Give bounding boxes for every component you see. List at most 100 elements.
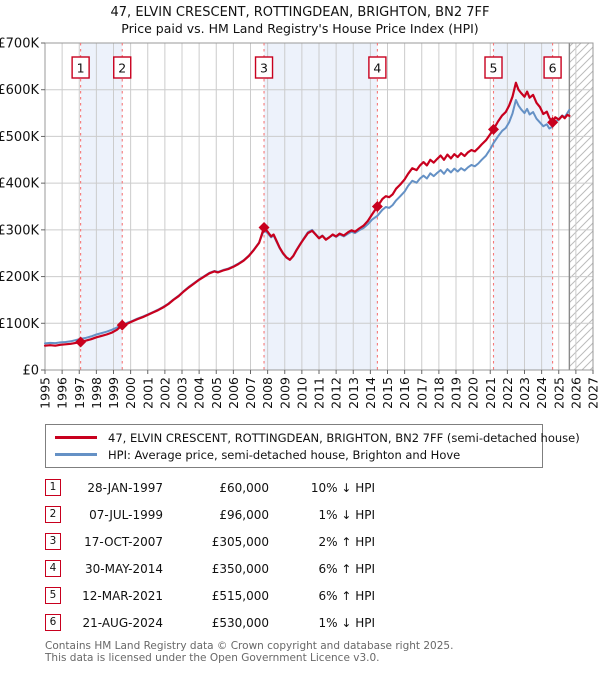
sale-vs-hpi: 1% ↓ HPI <box>318 615 375 630</box>
sales-table: 1 28-JAN-1997 £60,000 10% ↓ HPI 2 07-JUL-1999… <box>45 474 375 636</box>
x-axis-label: 2022 <box>500 377 515 409</box>
table-row: 4 30-MAY-2014 £350,000 6% ↑ HPI <box>45 555 375 582</box>
sale-vs-hpi: 6% ↑ HPI <box>318 588 375 603</box>
plot-area: £0 £100K £200K £300K £400K £500K £600K £700K 199… <box>0 37 600 409</box>
sale-price: £305,000 <box>211 534 269 549</box>
table-row: 5 12-MAR-2021 £515,000 6% ↑ HPI <box>45 582 375 609</box>
y-axis-label: £200K <box>0 270 39 285</box>
sale-vs-hpi: 6% ↑ HPI <box>318 561 375 576</box>
x-axis-label: 2005 <box>209 377 224 409</box>
shaded-band <box>493 43 553 370</box>
table-row: 1 28-JAN-1997 £60,000 10% ↓ HPI <box>45 474 375 501</box>
sale-number-box <box>71 56 90 79</box>
sale-number-cell: 4 <box>45 560 63 577</box>
sale-date: 17-OCT-2007 <box>84 534 163 549</box>
sale-vs-hpi: 10% ↓ HPI <box>310 480 375 495</box>
sale-diamond-marker <box>116 319 128 331</box>
sale-date: 21-AUG-2024 <box>82 615 164 630</box>
x-axis-label: 2015 <box>380 377 395 409</box>
sale-number-box <box>113 56 132 79</box>
sale-number-box <box>368 56 387 79</box>
x-axis-label: 2027 <box>586 377 600 409</box>
x-axis-label: 2021 <box>483 377 498 409</box>
sale-number-label: 1 <box>77 61 85 76</box>
sale-number-cell: 6 <box>45 614 63 631</box>
footer-line1: Contains HM Land Registry data © Crown c… <box>45 640 454 652</box>
x-axis-label: 1998 <box>89 377 104 409</box>
sale-number-label: 2 <box>118 61 126 76</box>
y-axis-label: £400K <box>0 177 39 192</box>
x-axis-label: 2003 <box>175 377 190 409</box>
shaded-band <box>80 43 123 370</box>
sale-number-label: 5 <box>490 61 498 76</box>
y-axis-label: £100K <box>0 317 39 332</box>
x-axis-label: 1996 <box>55 377 70 409</box>
sale-number-box <box>484 56 503 79</box>
x-axis-label: 1997 <box>72 377 87 409</box>
sale-price: £60,000 <box>219 480 269 495</box>
chart-legend: 47, ELVIN CRESCENT, ROTTINGDEAN, BRIGHTO… <box>45 424 580 468</box>
table-row: 6 21-AUG-2024 £530,000 1% ↓ HPI <box>45 609 375 636</box>
x-axis-label: 1999 <box>106 377 121 409</box>
x-axis-label: 2012 <box>329 377 344 409</box>
sale-number-cell: 3 <box>45 533 63 550</box>
table-row: 3 17-OCT-2007 £305,000 2% ↑ HPI <box>45 528 375 555</box>
x-axis-label: 2018 <box>431 377 446 409</box>
sale-diamond-marker <box>258 222 270 234</box>
x-axis-label: 2020 <box>466 377 481 409</box>
price-chart: £0 £100K £200K £300K £400K £500K £600K £700K 199… <box>0 37 600 409</box>
sale-vs-hpi: 2% ↑ HPI <box>318 534 375 549</box>
y-axis-label: £700K <box>0 37 39 52</box>
sale-price: £530,000 <box>211 615 269 630</box>
sale-number-box: 5 <box>45 587 61 604</box>
sale-number-box: 1 <box>45 479 61 496</box>
sale-number-box <box>543 56 562 79</box>
footer-line2: This data is licensed under the Open Gov… <box>45 651 380 664</box>
sale-diamond-marker <box>488 123 500 135</box>
x-axis-label: 2009 <box>277 377 292 409</box>
sale-number-label: 6 <box>549 61 557 76</box>
x-axis-label: 2011 <box>312 377 327 409</box>
page-title: 47, ELVIN CRESCENT, ROTTINGDEAN, BRIGHTO… <box>110 5 490 20</box>
sale-diamond-marker <box>547 116 559 128</box>
sale-number-cell: 2 <box>45 506 63 523</box>
x-axis-label: 1995 <box>38 377 53 409</box>
legend-item-hpi: HPI: Average price, semi-detached house,… <box>55 446 533 463</box>
x-axis-label: 2017 <box>414 377 429 409</box>
x-axis-label: 2019 <box>449 377 464 409</box>
x-axis-label: 2001 <box>140 377 155 409</box>
sale-date: 07-JUL-1999 <box>89 507 163 522</box>
x-axis-label: 2004 <box>192 377 207 409</box>
x-axis-label: 2007 <box>243 377 258 409</box>
sale-number-label: 3 <box>260 61 268 76</box>
x-axis-label: 2016 <box>397 377 412 409</box>
shaded-band <box>264 43 378 370</box>
sale-price: £96,000 <box>219 507 269 522</box>
table-row: 2 07-JUL-1999 £96,000 1% ↓ HPI <box>45 501 375 528</box>
x-axis-label: 2013 <box>346 377 361 409</box>
price-line-sample-icon <box>55 436 97 439</box>
legend-item-price: 47, ELVIN CRESCENT, ROTTINGDEAN, BRIGHTO… <box>55 429 580 446</box>
x-axis-label: 2024 <box>534 377 549 409</box>
x-axis-label: 2014 <box>363 377 378 409</box>
sale-number-box: 6 <box>45 614 61 631</box>
sale-number-label: 4 <box>373 61 381 76</box>
sale-number-box: 2 <box>45 506 61 523</box>
sale-date: 30-MAY-2014 <box>84 561 163 576</box>
x-axis-label: 2025 <box>551 377 566 409</box>
x-axis-label: 2026 <box>568 377 583 409</box>
sale-number-box: 3 <box>45 533 61 550</box>
page-subtitle: Price paid vs. HM Land Registry's House … <box>121 21 479 36</box>
sale-diamond-marker <box>75 336 87 348</box>
sale-date: 28-JAN-1997 <box>87 480 163 495</box>
sale-number-cell: 5 <box>45 587 63 604</box>
x-axis-label: 2008 <box>260 377 275 409</box>
x-axis-label: 2023 <box>517 377 532 409</box>
sale-price: £515,000 <box>211 588 269 603</box>
legend-hpi-label: HPI: Average price, semi-detached house,… <box>108 447 461 462</box>
footer: Contains HM Land Registry data © Crown c… <box>45 640 565 664</box>
sale-vs-hpi: 1% ↓ HPI <box>318 507 375 522</box>
hpi-line-sample-icon <box>55 453 97 456</box>
legend-price-label: 47, ELVIN CRESCENT, ROTTINGDEAN, BRIGHTO… <box>108 430 580 445</box>
x-axis-label: 2000 <box>123 377 138 409</box>
